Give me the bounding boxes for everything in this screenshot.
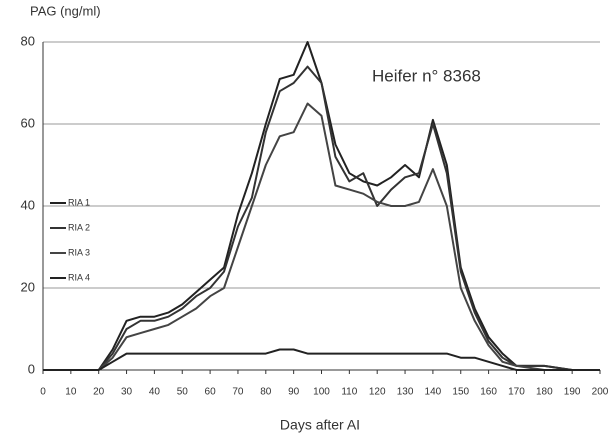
x-tick-label: 100 — [313, 387, 330, 398]
x-tick-label: 140 — [425, 387, 442, 398]
y-axis-label: PAG (ng/ml) — [30, 3, 101, 18]
y-tick-label: 40 — [21, 197, 35, 212]
x-tick-label: 60 — [205, 387, 217, 398]
x-axis-label: Days after AI — [280, 417, 360, 433]
y-tick-label: 0 — [28, 361, 35, 376]
x-tick-label: 200 — [592, 387, 609, 398]
legend-label: RIA 4 — [68, 272, 90, 282]
x-tick-label: 190 — [564, 387, 581, 398]
y-tick-label: 80 — [21, 33, 35, 48]
x-tick-label: 50 — [177, 387, 189, 398]
x-tick-label: 0 — [40, 387, 46, 398]
x-tick-label: 10 — [65, 387, 77, 398]
x-tick-label: 180 — [536, 387, 553, 398]
y-tick-label: 20 — [21, 279, 35, 294]
x-tick-label: 110 — [341, 387, 357, 398]
x-tick-label: 150 — [452, 387, 469, 398]
x-tick-label: 120 — [369, 387, 386, 398]
x-tick-label: 20 — [93, 387, 105, 398]
x-tick-label: 70 — [232, 387, 244, 398]
series-line — [43, 41, 600, 371]
x-tick-label: 30 — [121, 387, 133, 398]
x-tick-label: 130 — [397, 387, 414, 398]
annotation: Heifer n° 8368 — [372, 66, 481, 85]
y-tick-label: 60 — [21, 115, 35, 130]
x-tick-label: 80 — [260, 387, 272, 398]
x-tick-label: 90 — [288, 387, 300, 398]
legend-label: RIA 3 — [68, 247, 90, 257]
x-tick-label: 40 — [149, 387, 161, 398]
series-line — [43, 348, 600, 371]
series-line — [43, 65, 600, 371]
legend-label: RIA 2 — [68, 222, 90, 232]
legend-label: RIA 1 — [68, 197, 90, 207]
x-tick-label: 170 — [508, 387, 525, 398]
series-line — [43, 102, 600, 371]
x-tick-label: 160 — [480, 387, 497, 398]
